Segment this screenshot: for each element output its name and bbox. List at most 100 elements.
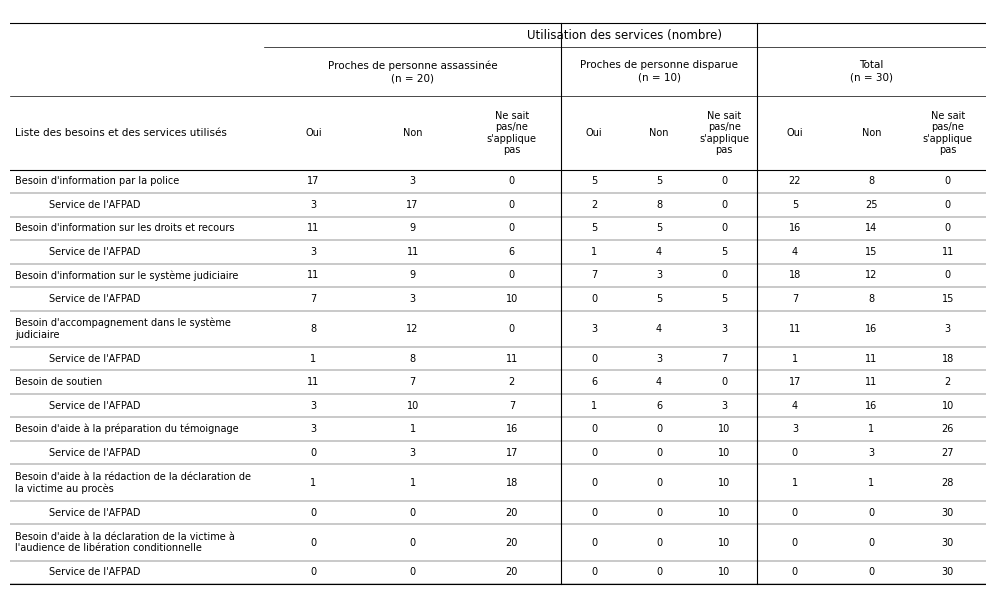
Text: Ne sait
pas/ne
s'applique
pas: Ne sait pas/ne s'applique pas bbox=[923, 111, 973, 156]
Text: 0: 0 bbox=[792, 448, 798, 458]
Text: 10: 10 bbox=[718, 424, 730, 434]
Text: 1: 1 bbox=[869, 424, 874, 434]
Text: 8: 8 bbox=[869, 294, 874, 304]
Text: Besoin d'aide à la rédaction de la déclaration de
la victime au procès: Besoin d'aide à la rédaction de la décla… bbox=[15, 471, 251, 493]
Text: Oui: Oui bbox=[586, 128, 603, 138]
Text: 11: 11 bbox=[789, 324, 801, 334]
Text: 4: 4 bbox=[656, 247, 662, 257]
Text: 11: 11 bbox=[307, 377, 320, 387]
Text: 6: 6 bbox=[509, 247, 515, 257]
Text: 3: 3 bbox=[311, 247, 317, 257]
Text: 3: 3 bbox=[311, 424, 317, 434]
Text: 16: 16 bbox=[789, 224, 801, 233]
Text: 4: 4 bbox=[656, 377, 662, 387]
Text: Utilisation des services (nombre): Utilisation des services (nombre) bbox=[528, 29, 722, 42]
Text: 17: 17 bbox=[789, 377, 801, 387]
Text: Ne sait
pas/ne
s'applique
pas: Ne sait pas/ne s'applique pas bbox=[699, 111, 749, 156]
Text: 17: 17 bbox=[506, 448, 518, 458]
Text: Besoin d'aide à la déclaration de la victime à
l'audience de libération conditio: Besoin d'aide à la déclaration de la vic… bbox=[15, 532, 235, 553]
Text: 0: 0 bbox=[656, 538, 662, 548]
Text: 0: 0 bbox=[656, 424, 662, 434]
Text: 0: 0 bbox=[721, 176, 727, 187]
Text: 0: 0 bbox=[311, 567, 317, 578]
Text: Proches de personne disparue
(n = 10): Proches de personne disparue (n = 10) bbox=[580, 60, 738, 83]
Text: 3: 3 bbox=[409, 176, 415, 187]
Text: 5: 5 bbox=[591, 176, 598, 187]
Text: 10: 10 bbox=[718, 448, 730, 458]
Text: 5: 5 bbox=[656, 294, 662, 304]
Text: 1: 1 bbox=[591, 247, 597, 257]
Text: Service de l'AFPAD: Service de l'AFPAD bbox=[49, 353, 140, 364]
Text: 0: 0 bbox=[945, 224, 951, 233]
Text: 26: 26 bbox=[941, 424, 954, 434]
Text: 3: 3 bbox=[409, 448, 415, 458]
Text: 18: 18 bbox=[789, 270, 801, 280]
Text: 11: 11 bbox=[506, 353, 518, 364]
Text: 0: 0 bbox=[656, 567, 662, 578]
Text: 5: 5 bbox=[656, 224, 662, 233]
Text: 4: 4 bbox=[656, 324, 662, 334]
Text: 15: 15 bbox=[866, 247, 877, 257]
Text: 20: 20 bbox=[506, 538, 518, 548]
Text: 18: 18 bbox=[941, 353, 954, 364]
Text: 3: 3 bbox=[409, 294, 415, 304]
Text: 14: 14 bbox=[866, 224, 877, 233]
Text: 22: 22 bbox=[789, 176, 801, 187]
Text: 11: 11 bbox=[406, 247, 418, 257]
Text: Oui: Oui bbox=[787, 128, 803, 138]
Text: 6: 6 bbox=[656, 401, 662, 411]
Text: 12: 12 bbox=[866, 270, 877, 280]
Text: 1: 1 bbox=[311, 477, 317, 488]
Text: 10: 10 bbox=[406, 401, 418, 411]
Text: 0: 0 bbox=[792, 508, 798, 517]
Text: 7: 7 bbox=[509, 401, 515, 411]
Text: 11: 11 bbox=[307, 270, 320, 280]
Text: 30: 30 bbox=[941, 538, 954, 548]
Text: 5: 5 bbox=[792, 200, 798, 210]
Text: 0: 0 bbox=[945, 176, 951, 187]
Text: 0: 0 bbox=[792, 538, 798, 548]
Text: 3: 3 bbox=[591, 324, 597, 334]
Text: 18: 18 bbox=[506, 477, 518, 488]
Text: 3: 3 bbox=[792, 424, 798, 434]
Text: 3: 3 bbox=[945, 324, 951, 334]
Text: 6: 6 bbox=[591, 377, 597, 387]
Text: 16: 16 bbox=[866, 324, 877, 334]
Text: 0: 0 bbox=[591, 448, 597, 458]
Text: 0: 0 bbox=[591, 353, 597, 364]
Text: 7: 7 bbox=[409, 377, 415, 387]
Text: 10: 10 bbox=[941, 401, 954, 411]
Text: Non: Non bbox=[862, 128, 881, 138]
Text: 4: 4 bbox=[792, 247, 798, 257]
Text: 9: 9 bbox=[409, 224, 415, 233]
Text: 8: 8 bbox=[409, 353, 415, 364]
Text: 0: 0 bbox=[945, 200, 951, 210]
Text: Total
(n = 30): Total (n = 30) bbox=[850, 60, 892, 83]
Text: 11: 11 bbox=[941, 247, 954, 257]
Text: 2: 2 bbox=[509, 377, 515, 387]
Text: 10: 10 bbox=[506, 294, 518, 304]
Text: 0: 0 bbox=[591, 508, 597, 517]
Text: 1: 1 bbox=[409, 477, 415, 488]
Text: 11: 11 bbox=[307, 224, 320, 233]
Text: 10: 10 bbox=[718, 538, 730, 548]
Text: 8: 8 bbox=[311, 324, 317, 334]
Text: 7: 7 bbox=[591, 270, 598, 280]
Text: 0: 0 bbox=[721, 200, 727, 210]
Text: Service de l'AFPAD: Service de l'AFPAD bbox=[49, 508, 140, 517]
Text: 0: 0 bbox=[945, 270, 951, 280]
Text: 1: 1 bbox=[792, 477, 798, 488]
Text: 0: 0 bbox=[311, 448, 317, 458]
Text: 0: 0 bbox=[869, 538, 874, 548]
Text: Service de l'AFPAD: Service de l'AFPAD bbox=[49, 294, 140, 304]
Text: 17: 17 bbox=[406, 200, 418, 210]
Text: 10: 10 bbox=[718, 508, 730, 517]
Text: Service de l'AFPAD: Service de l'AFPAD bbox=[49, 567, 140, 578]
Text: 3: 3 bbox=[656, 270, 662, 280]
Text: 0: 0 bbox=[656, 448, 662, 458]
Text: 8: 8 bbox=[869, 176, 874, 187]
Text: 3: 3 bbox=[721, 324, 727, 334]
Text: 3: 3 bbox=[311, 200, 317, 210]
Text: 0: 0 bbox=[869, 508, 874, 517]
Text: 9: 9 bbox=[409, 270, 415, 280]
